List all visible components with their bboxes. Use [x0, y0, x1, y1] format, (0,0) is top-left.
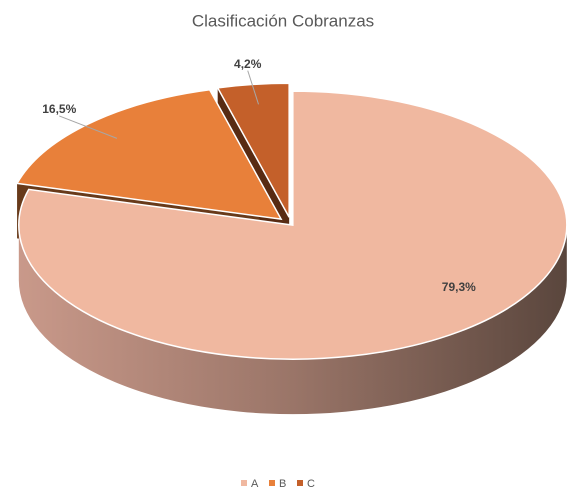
slice: [15, 88, 283, 221]
leader-line: [59, 115, 118, 139]
legend-swatch: [297, 480, 303, 486]
legend-swatch: [269, 480, 275, 486]
data-label: 79,3%: [442, 280, 476, 294]
legend-label: C: [307, 478, 315, 490]
legend-swatch: [241, 480, 247, 486]
leader-line: [247, 70, 259, 105]
slice-side: [18, 225, 567, 415]
chart-title: Clasificación Cobranzas: [192, 11, 374, 30]
pie: [15, 82, 567, 415]
slice: [18, 90, 567, 360]
legend-label: B: [279, 478, 286, 490]
legend: A B C: [241, 478, 315, 490]
data-label: 4,2%: [234, 57, 262, 71]
legend-label: A: [251, 478, 259, 490]
slice: [216, 82, 290, 218]
data-label: 16,5%: [42, 102, 76, 116]
